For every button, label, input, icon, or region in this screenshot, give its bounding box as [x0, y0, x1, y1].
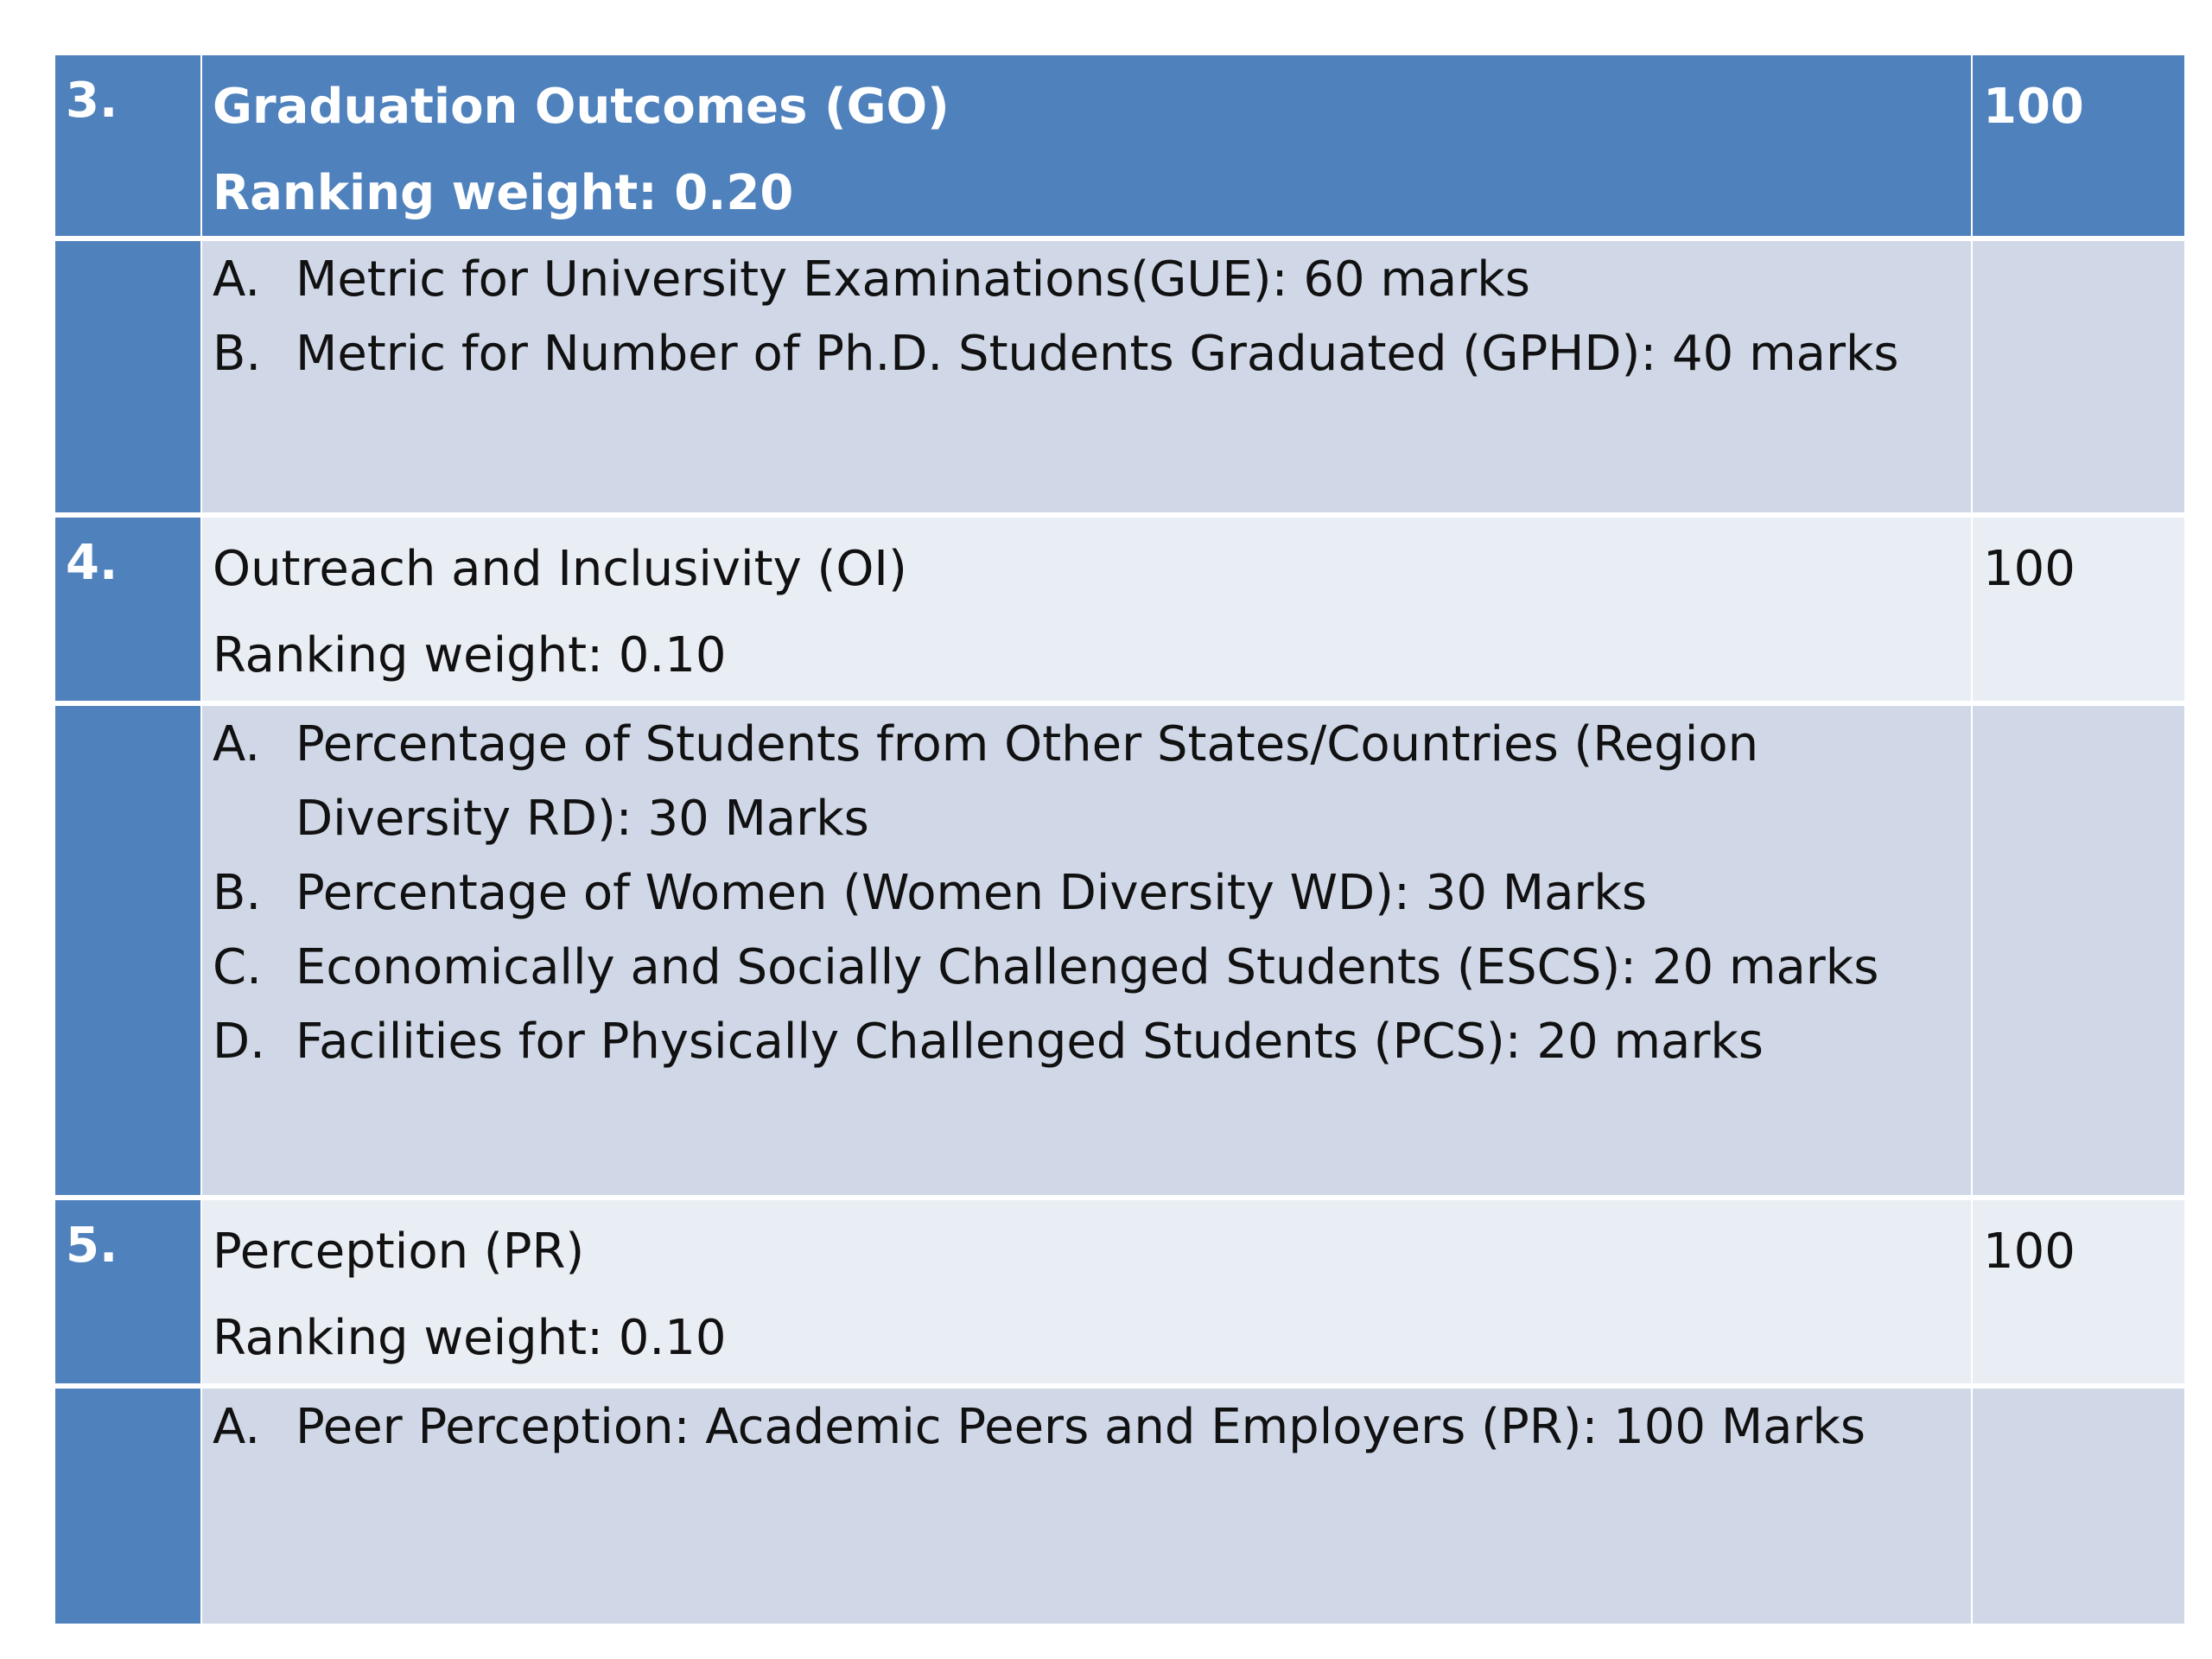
row-number: 4.	[55, 518, 200, 701]
parameter-items: A. Metric for University Examinations(GU…	[202, 241, 1971, 512]
item-letter: B.	[213, 865, 262, 921]
row-number: 5.	[55, 1200, 200, 1383]
marks-spacer	[1973, 241, 2184, 512]
ranking-weight: Ranking weight: 0.10	[213, 627, 727, 683]
list-item: A. Percentage of Students from Other Sta…	[213, 708, 1971, 856]
parameters-table: 3. Graduation Outcomes (GO) Ranking weig…	[55, 55, 2184, 1624]
parameter-header: Graduation Outcomes (GO) Ranking weight:…	[202, 55, 1971, 236]
item-text: Facilities for Physically Challenged Stu…	[296, 1014, 1764, 1070]
item-text: Economically and Socially Challenged Stu…	[296, 939, 1879, 995]
item-text: Percentage of Women (Women Diversity WD)…	[296, 865, 1648, 921]
item-text: Metric for University Examinations(GUE):…	[296, 251, 1530, 308]
parameter-title: Outreach and Inclusivity (OI)	[213, 541, 907, 597]
parameter-marks: 100	[1973, 55, 2184, 236]
item-text: Metric for Number of Ph.D. Students Grad…	[296, 326, 1899, 382]
list-item: D. Facilities for Physically Challenged …	[213, 1005, 1971, 1079]
row-number: 3.	[55, 55, 200, 236]
item-letter: A.	[213, 251, 261, 308]
marks-spacer	[1973, 1389, 2184, 1624]
ranking-weight: Ranking weight: 0.20	[213, 165, 794, 221]
list-item: B. Percentage of Women (Women Diversity …	[213, 856, 1971, 931]
marks-spacer	[1973, 706, 2184, 1195]
item-letter: C.	[213, 939, 262, 995]
ranking-weight: Ranking weight: 0.10	[213, 1310, 727, 1366]
item-text: Percentage of Students from Other States…	[296, 716, 1759, 847]
row-number-spacer	[55, 241, 200, 512]
parameter-marks: 100	[1973, 518, 2184, 701]
item-letter: B.	[213, 326, 262, 382]
item-letter: A.	[213, 716, 261, 772]
parameter-title: Perception (PR)	[213, 1224, 585, 1280]
list-item: A. Metric for University Examinations(GU…	[213, 243, 1971, 317]
parameter-header: Outreach and Inclusivity (OI) Ranking we…	[202, 518, 1971, 701]
parameter-items: A. Peer Perception: Academic Peers and E…	[202, 1389, 1971, 1624]
item-letter: D.	[213, 1014, 265, 1070]
list-item: C. Economically and Socially Challenged …	[213, 931, 1971, 1005]
parameter-marks: 100	[1973, 1200, 2184, 1383]
parameter-title: Graduation Outcomes (GO)	[213, 79, 950, 135]
item-text: Peer Perception: Academic Peers and Empl…	[296, 1399, 1866, 1455]
row-number-spacer	[55, 706, 200, 1195]
item-letter: A.	[213, 1399, 261, 1455]
parameter-items: A. Percentage of Students from Other Sta…	[202, 706, 1971, 1195]
list-item: B. Metric for Number of Ph.D. Students G…	[213, 317, 1971, 391]
row-number-spacer	[55, 1389, 200, 1624]
parameter-header: Perception (PR) Ranking weight: 0.10	[202, 1200, 1971, 1383]
list-item: A. Peer Perception: Academic Peers and E…	[213, 1390, 1971, 1465]
